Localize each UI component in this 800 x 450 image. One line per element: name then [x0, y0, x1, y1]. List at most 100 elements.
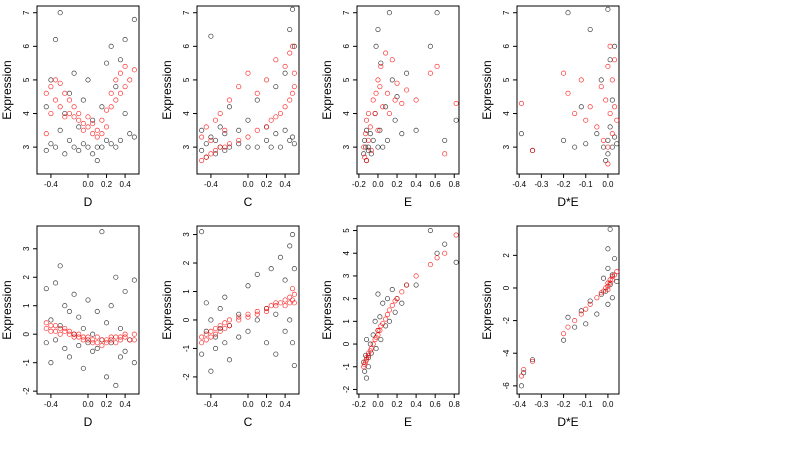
observed-point [583, 141, 589, 147]
observed-point [245, 283, 251, 289]
fitted-point [71, 104, 77, 110]
y-tick-label: 5 [182, 77, 191, 82]
fitted-point [282, 63, 288, 70]
observed-point [62, 151, 68, 157]
fitted-point [384, 311, 391, 318]
observed-point [113, 274, 119, 280]
observed-point [245, 144, 251, 150]
fitted-point [378, 63, 384, 70]
fitted-point [117, 90, 124, 96]
y-tick-label: 0 [182, 317, 191, 322]
observed-point [222, 131, 228, 137]
fitted-point [199, 334, 205, 340]
fitted-point [208, 151, 214, 157]
fitted-point [85, 124, 91, 130]
fitted-point [76, 117, 82, 123]
fitted-point [277, 300, 284, 306]
fitted-point [222, 325, 228, 332]
observed-point [52, 337, 59, 343]
observed-point [217, 306, 223, 312]
y-tick-label: 2 [502, 253, 511, 258]
observed-point [122, 110, 128, 117]
observed-point [208, 317, 214, 323]
fitted-point [76, 110, 82, 117]
fitted-point [43, 90, 49, 96]
fitted-point [217, 323, 223, 329]
fitted-point [90, 121, 96, 127]
fitted-point [90, 131, 96, 137]
fitted-point [399, 100, 405, 106]
observed-point [117, 57, 124, 63]
fitted-point [607, 43, 613, 49]
x-tick-label: -0.4 [44, 400, 58, 409]
observed-point [203, 141, 209, 147]
fitted-point [90, 340, 96, 346]
fitted-point [291, 291, 297, 297]
plot-frame [36, 5, 140, 175]
fitted-point [62, 90, 68, 96]
observed-point [383, 323, 389, 329]
observed-point [245, 117, 251, 123]
fitted-point [254, 90, 260, 96]
observed-point [363, 336, 370, 343]
y-tick-label: 4 [342, 111, 351, 116]
fitted-point [236, 314, 242, 320]
fitted-point [99, 117, 105, 123]
observed-point [71, 144, 77, 150]
observed-point [605, 6, 611, 12]
fitted-point [380, 104, 386, 110]
observed-point [236, 334, 242, 340]
fitted-point [372, 336, 378, 343]
x-tick-label: 0.2 [101, 400, 113, 409]
observed-point [377, 127, 383, 133]
fitted-point [594, 295, 600, 301]
fitted-point [362, 361, 368, 368]
observed-point [236, 311, 242, 317]
y-tick-label: -1 [182, 344, 191, 352]
observed-point [377, 314, 383, 320]
y-tick-label: -1 [342, 363, 351, 371]
observed-point [413, 127, 419, 133]
fitted-point [375, 327, 381, 333]
fitted-point [203, 124, 209, 130]
fitted-point [71, 114, 77, 120]
panel-1: -0.4 0.0 0.2 0.4 3 4 5 6 7 D Expression [0, 5, 140, 209]
fitted-point [287, 97, 293, 103]
fitted-point [48, 328, 54, 334]
fitted-point [94, 127, 100, 133]
fitted-point [226, 323, 233, 329]
y-tick-label: 3 [502, 144, 511, 149]
fitted-point [612, 57, 618, 63]
observed-point [389, 287, 395, 293]
fitted-point [127, 77, 133, 83]
observed-point [607, 57, 613, 63]
panel-3: -0.2 0.0 0.2 0.4 0.6 0.8 3 4 5 6 7 E Expression [320, 5, 460, 209]
observed-point [273, 84, 279, 90]
observed-point [212, 345, 219, 351]
fitted-point [609, 277, 615, 283]
observed-point [442, 137, 448, 143]
y-tick-label: 3 [342, 144, 351, 149]
fitted-point [99, 337, 105, 343]
observed-point [103, 320, 110, 326]
fitted-point [254, 311, 260, 317]
fitted-point [203, 154, 209, 160]
fitted-point [263, 308, 270, 314]
fitted-point [222, 320, 228, 326]
fitted-point [434, 63, 440, 70]
fitted-point [203, 331, 209, 337]
observed-point [434, 250, 440, 256]
observed-point [529, 357, 536, 363]
x-tick-label: 0.0 [242, 180, 254, 189]
observed-point [607, 226, 613, 232]
x-tick-label: 0.0 [602, 400, 614, 409]
fitted-point [612, 104, 618, 110]
y-axis-label: Expression [160, 280, 174, 339]
observed-point [76, 147, 82, 154]
observed-point [518, 383, 524, 389]
observed-point [291, 362, 297, 369]
fitted-point [236, 84, 242, 90]
observed-point [222, 340, 228, 346]
observed-point [605, 246, 611, 252]
fitted-point [273, 57, 279, 63]
